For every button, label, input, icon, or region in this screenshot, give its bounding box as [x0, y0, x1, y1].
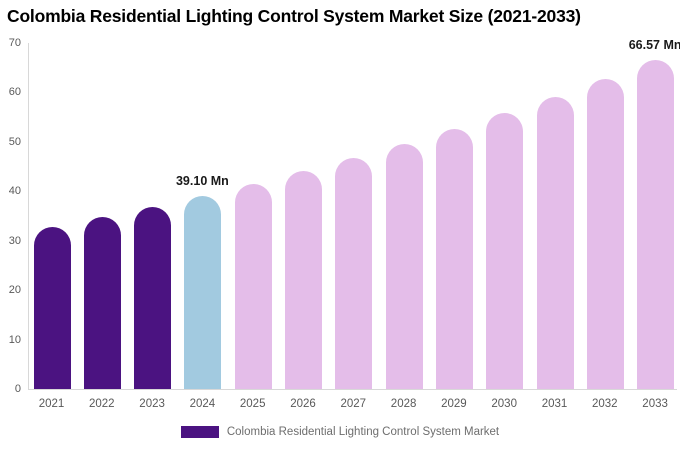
x-tick-label: 2022: [89, 398, 115, 410]
bar-2033[interactable]: [637, 59, 675, 389]
x-tick-label: 2024: [189, 398, 216, 410]
bar-2026[interactable]: [285, 171, 322, 389]
value-annotation-2033: 66.57 Mn: [628, 37, 680, 52]
bar-2024[interactable]: [184, 195, 222, 389]
bar-2021[interactable]: [33, 227, 71, 389]
x-tick-label: 2028: [390, 398, 417, 410]
x-tick-label: 2025: [239, 398, 266, 410]
y-tick-label: 30: [8, 234, 21, 247]
bar-2030[interactable]: [486, 113, 524, 389]
plot-area: [28, 43, 677, 390]
x-tick-label: 2031: [541, 398, 568, 410]
bar-2025[interactable]: [234, 183, 272, 389]
bar-2027[interactable]: [335, 158, 373, 389]
value-annotation-2024: 39.10 Mn: [175, 173, 229, 188]
y-tick-label: 10: [8, 333, 21, 346]
bar-2022[interactable]: [83, 217, 121, 389]
bar-2028[interactable]: [385, 144, 423, 389]
chart-title: Colombia Residential Lighting Control Sy…: [7, 6, 581, 26]
x-tick-label: 2029: [441, 398, 467, 410]
x-tick-label: 2030: [491, 398, 517, 410]
y-tick-label: 60: [8, 86, 21, 99]
x-tick-label: 2027: [340, 398, 367, 410]
y-tick-label: 70: [8, 37, 21, 49]
x-tick-label: 2026: [290, 398, 316, 410]
y-tick-label: 50: [8, 135, 21, 148]
x-tick-label: 2021: [38, 398, 65, 410]
y-tick-label: 0: [14, 383, 21, 395]
x-tick-label: 2032: [592, 398, 618, 410]
bar-2023[interactable]: [134, 206, 172, 389]
y-tick-label: 20: [8, 284, 21, 297]
x-tick-label: 2023: [139, 398, 165, 410]
bar-2032[interactable]: [586, 78, 624, 389]
legend[interactable]: Colombia Residential Lighting Control Sy…: [0, 425, 680, 439]
y-tick-label: 40: [8, 185, 21, 198]
legend-swatch-icon: [180, 426, 219, 438]
bar-2031[interactable]: [536, 96, 574, 389]
x-tick-label: 2033: [642, 398, 668, 410]
legend-label: Colombia Residential Lighting Control Sy…: [226, 426, 500, 438]
bar-2029[interactable]: [435, 129, 473, 389]
